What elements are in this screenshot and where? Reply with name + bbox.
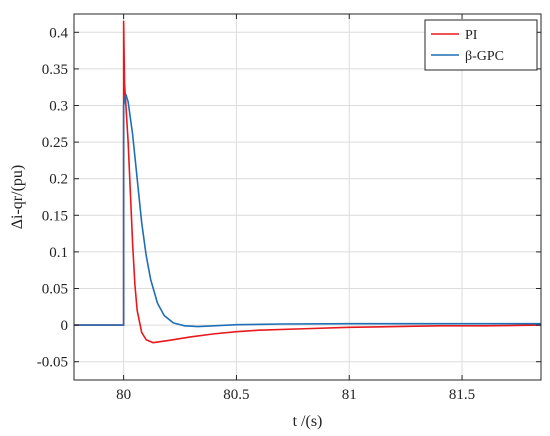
y-tick-label: 0	[61, 318, 69, 334]
series-group	[74, 20, 541, 344]
y-tick-label: 0.05	[42, 282, 68, 298]
x-tick-label: 81	[342, 387, 357, 403]
x-tick-label: 80	[116, 387, 131, 403]
plot-frame	[73, 13, 542, 381]
y-tick-label: -0.05	[37, 355, 68, 371]
series-line-beta-gpc	[74, 93, 541, 328]
y-tick-label: 0.25	[42, 135, 68, 151]
grid	[74, 14, 541, 380]
y-tick-label: 0.35	[42, 62, 68, 78]
legend-label: β-GPC	[465, 49, 504, 64]
legend: PI β-GPC	[424, 19, 538, 71]
x-tick-label: 80.5	[223, 387, 249, 403]
x-axis-title: t /(s)	[293, 413, 323, 430]
y-tick-label: 0.1	[49, 245, 68, 261]
y-tick-label: 0.2	[49, 172, 68, 188]
legend-box	[424, 19, 538, 71]
ticks: 80 80.5 81 81.5 -0.05 0 0.05 0.1 0.15 0.2 0.25 0.3 0…	[37, 14, 541, 403]
y-tick-label: 0.4	[49, 25, 68, 41]
y-tick-label: 0.15	[42, 208, 68, 224]
y-tick-label: 0.3	[49, 99, 68, 115]
y-axis-title: Δi-qr/(pu)	[9, 165, 26, 230]
x-tick-label: 81.5	[449, 387, 475, 403]
legend-label: PI	[465, 28, 478, 43]
